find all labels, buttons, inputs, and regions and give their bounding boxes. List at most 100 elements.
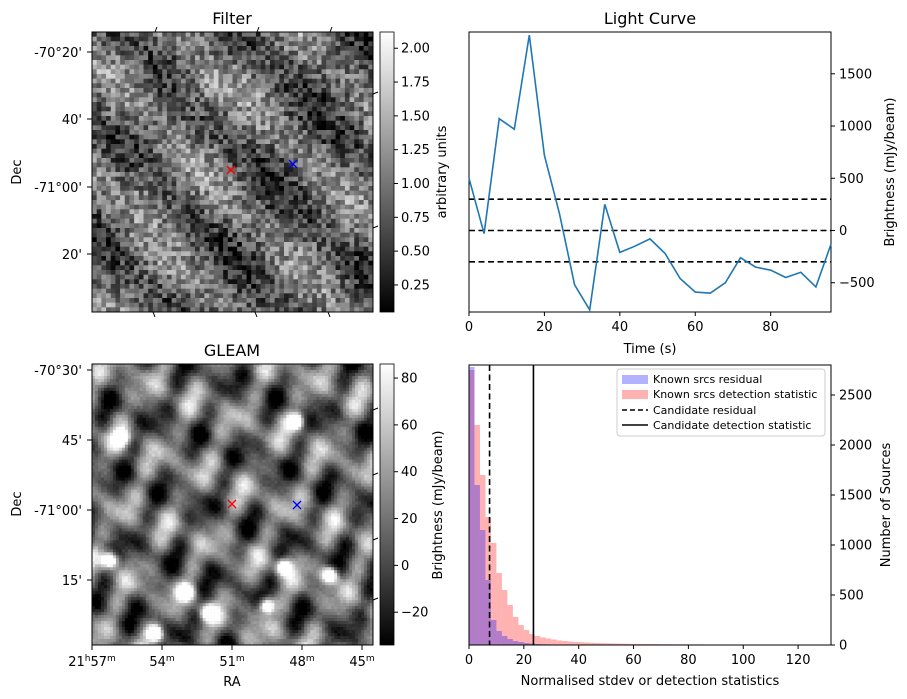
filter-pixel [279, 55, 285, 61]
gleam-pixel [325, 369, 329, 374]
filter-pixel [265, 102, 271, 107]
filter-pixel [269, 214, 275, 219]
filter-pixel [269, 92, 275, 98]
filter-pixel [298, 78, 304, 84]
gleam-pixel [334, 375, 338, 380]
filter-pixel [148, 256, 154, 261]
gleam-pixel [112, 375, 117, 380]
gleam-pixel [139, 369, 144, 374]
filter-pixel [171, 148, 177, 154]
filter-pixel [340, 190, 346, 196]
gleam-pixel [136, 378, 141, 383]
filter-pixel [349, 302, 355, 308]
filter-pixel [326, 237, 332, 243]
filter-colorbar-tick-label: 2.00 [401, 42, 430, 57]
filter-pixel [152, 209, 158, 215]
filter-pixel [92, 307, 97, 313]
filter-pixel [368, 69, 374, 75]
gleam-pixel [223, 375, 227, 380]
filter-pixel [134, 106, 140, 112]
gleam-pixel [181, 375, 185, 380]
gleam-pixel [148, 378, 153, 383]
filter-pixel [302, 181, 308, 187]
filter-pixel [148, 204, 154, 210]
filter-pixel [143, 60, 149, 65]
filter-pixel [321, 176, 327, 182]
filter-pixel [143, 64, 149, 70]
filter-pixel [120, 260, 126, 266]
filter-pixel [101, 41, 107, 47]
gleam-pixel [238, 364, 242, 368]
gleam-pixel [352, 378, 356, 383]
filter-pixel [176, 46, 182, 51]
filter-pixel [340, 46, 346, 51]
filter-pixel [260, 92, 266, 98]
filter-pixel [176, 302, 182, 308]
filter-pixel [213, 246, 219, 252]
filter-pixel [246, 307, 252, 313]
filter-pixel [269, 50, 275, 56]
filter-pixel [302, 106, 308, 112]
filter-pixel [293, 298, 299, 303]
gleam-pixel [94, 393, 99, 398]
filter-pixel [227, 74, 233, 79]
gleam-pixel [112, 396, 117, 401]
filter-pixel [204, 74, 210, 79]
filter-pixel [255, 83, 261, 89]
filter-pixel [330, 148, 336, 154]
filter-pixel [288, 41, 294, 47]
gleam-pixel [133, 378, 138, 383]
gleam-pixel [280, 387, 284, 392]
filter-pixel [120, 284, 126, 289]
gleam-pixel [235, 399, 239, 404]
filter-pixel [368, 265, 374, 271]
filter-pixel [138, 92, 144, 98]
filter-pixel [232, 88, 238, 93]
filter-pixel [96, 139, 102, 145]
filter-pixel [190, 288, 196, 294]
filter-pixel [185, 120, 191, 126]
filter-pixel [358, 60, 364, 65]
filter-pixel [185, 92, 191, 98]
filter-pixel [110, 97, 116, 103]
gleam-pixel [322, 381, 326, 386]
filter-pixel [246, 55, 252, 61]
filter-pixel [326, 302, 332, 308]
gleam-pixel [148, 396, 153, 401]
filter-pixel [129, 41, 135, 47]
filter-pixel [152, 32, 158, 37]
filter-pixel [279, 270, 285, 275]
filter-pixel [92, 176, 97, 182]
filter-pixel [134, 97, 140, 103]
filter-pixel [152, 153, 158, 159]
gleam-pixel [328, 393, 332, 398]
gleam-pixel [232, 372, 236, 377]
gleam-pixel [364, 384, 368, 389]
filter-pixel [274, 195, 280, 201]
filter-pixel [293, 60, 299, 65]
gleam-pixel [139, 393, 144, 398]
filter-pixel [232, 78, 238, 84]
filter-pixel [358, 36, 364, 42]
filter-pixel [138, 153, 144, 159]
filter-pixel [199, 130, 205, 135]
gleam-pixel [172, 402, 176, 407]
filter-pixel [284, 307, 289, 313]
filter-pixel [106, 209, 112, 215]
filter-pixel [148, 251, 154, 257]
gleam-pixel [226, 381, 230, 386]
filter-pixel [218, 204, 224, 210]
gleam-pixel [349, 387, 353, 392]
filter-pixel [237, 130, 243, 135]
filter-pixel [209, 288, 215, 294]
gleam-pixel [109, 393, 114, 398]
gleam-pixel [127, 384, 132, 389]
gleam-pixel [217, 372, 221, 377]
gleam-pixel [208, 384, 212, 389]
filter-pixel [223, 153, 229, 159]
filter-pixel [326, 97, 332, 103]
filter-pixel [209, 139, 215, 145]
gleam-pixel [313, 381, 317, 386]
filter-pixel [180, 46, 186, 51]
gleam-pixel [271, 369, 275, 374]
